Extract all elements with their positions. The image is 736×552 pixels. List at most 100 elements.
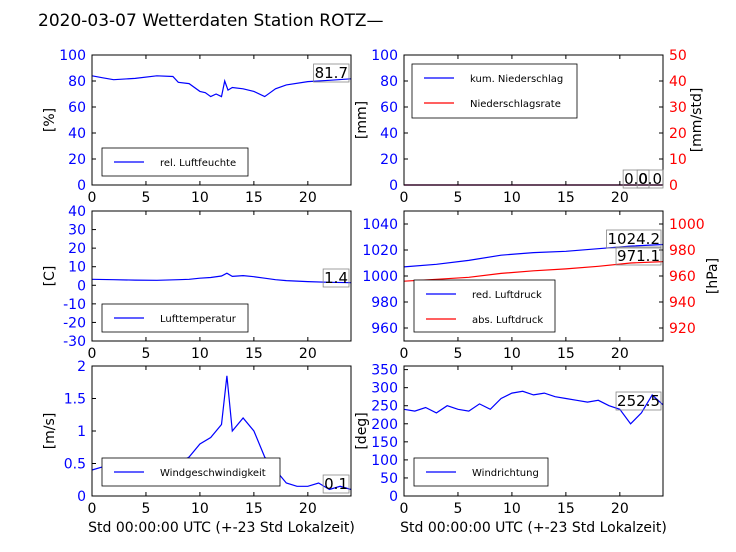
wind_direction-y-tick-label: 150 xyxy=(371,435,398,451)
page-title: 2020-03-07 Wetterdaten Station ROTZ— xyxy=(38,11,384,31)
pressure-legend-label-0: red. Luftdruck xyxy=(472,290,542,301)
wind_speed-x-axis-label: Std 00:00:00 UTC (+-23 Std Lokalzeit) xyxy=(88,520,355,536)
pressure-y2-tick-label: 980 xyxy=(669,243,696,259)
humidity-y-tick-label: 60 xyxy=(68,100,86,116)
precipitation-current-value-box-1 xyxy=(636,169,664,189)
pressure-x-tick-label: 15 xyxy=(557,346,575,362)
wind_speed-x-tick-label: 10 xyxy=(191,501,209,517)
temperature-x-tick-label: 15 xyxy=(245,346,263,362)
precipitation-current-value-0: 0.0 xyxy=(624,170,648,188)
wind_speed-y-tick-label: 0.5 xyxy=(64,457,86,473)
humidity-x-tick-label: 5 xyxy=(141,190,150,206)
humidity-x-tick-label: 15 xyxy=(245,190,263,206)
humidity-y-tick-label: 100 xyxy=(59,48,86,64)
humidity-x-tick-label: 0 xyxy=(88,190,97,206)
temperature-current-value-box-0 xyxy=(322,268,350,288)
wind_speed-current-value-0: 0.1 xyxy=(324,475,348,493)
humidity-y-tick-label: 20 xyxy=(68,152,86,168)
precipitation-y-tick-label: 20 xyxy=(380,152,398,168)
precipitation-current-value-1: 0.0 xyxy=(638,170,662,188)
pressure-series-line-1 xyxy=(403,261,664,282)
humidity-y-tick-label: 40 xyxy=(68,126,86,142)
temperature-x-tick-label: 20 xyxy=(299,346,317,362)
pressure-x-tick-label: 0 xyxy=(400,346,409,362)
wind_speed-x-tick-label: 5 xyxy=(141,501,150,517)
humidity-x-tick-label: 10 xyxy=(191,190,209,206)
wind_direction-x-tick-label: 15 xyxy=(557,501,575,517)
temperature-x-tick-label: 10 xyxy=(191,346,209,362)
pressure-y2-tick-label: 920 xyxy=(669,321,696,337)
wind_speed-current-value-box-0 xyxy=(322,474,350,494)
humidity-x-tick-label: 20 xyxy=(299,190,317,206)
pressure-legend-box xyxy=(413,279,556,333)
humidity-y-tick-label: 0 xyxy=(77,178,86,194)
temperature-series-line-0 xyxy=(91,272,352,284)
temperature-x-tick-label: 0 xyxy=(88,346,97,362)
precipitation-legend-label-0: kum. Niederschlag xyxy=(470,74,563,85)
pressure-x-tick-label: 10 xyxy=(503,346,521,362)
humidity-series-line-0 xyxy=(91,75,352,98)
pressure-y2-tick-label: 940 xyxy=(669,295,696,311)
wind_speed-y-axis-label: [m/s] xyxy=(42,413,58,450)
temperature-y-tick-label: -10 xyxy=(63,297,86,313)
temperature-y-tick-label: 10 xyxy=(68,260,86,276)
humidity-legend-label-0: rel. Luftfeuchte xyxy=(160,158,236,169)
pressure-y-tick-label: 1000 xyxy=(362,269,398,285)
pressure-y-tick-label: 1020 xyxy=(362,243,398,259)
precipitation-y-tick-label: 80 xyxy=(380,74,398,90)
temperature-y-tick-label: -30 xyxy=(63,334,86,350)
humidity-current-value-0: 81.7 xyxy=(315,64,348,82)
wind_direction-y-tick-label: 200 xyxy=(371,417,398,433)
wind_direction-x-tick-label: 20 xyxy=(611,501,629,517)
wind_direction-x-tick-label: 10 xyxy=(503,501,521,517)
wind_direction-legend-label-0: Windrichtung xyxy=(472,468,539,479)
wind_direction-x-axis-label: Std 00:00:00 UTC (+-23 Std Lokalzeit) xyxy=(400,520,667,536)
temperature-y-tick-label: -20 xyxy=(63,315,86,331)
pressure-y-tick-label: 960 xyxy=(371,321,398,337)
temperature-y-axis-label: [C] xyxy=(42,266,58,287)
precipitation-y2-tick-label: 30 xyxy=(669,100,687,116)
wind_direction-current-value-box-0 xyxy=(615,391,662,411)
wind_speed-y-tick-label: 1.5 xyxy=(64,392,86,408)
humidity-current-value-box-0 xyxy=(313,63,350,83)
pressure-y-tick-label: 1040 xyxy=(362,217,398,233)
temperature-current-value-0: 1.4 xyxy=(324,269,348,287)
pressure-current-value-box-1 xyxy=(615,246,662,266)
temperature-legend-label-0: Lufttemperatur xyxy=(160,314,237,325)
humidity-y-tick-label: 80 xyxy=(68,74,86,90)
precipitation-y2-tick-label: 0 xyxy=(669,178,678,194)
precipitation-y-tick-label: 40 xyxy=(380,126,398,142)
pressure-current-value-1: 971.1 xyxy=(617,247,660,265)
pressure-current-value-box-0 xyxy=(606,229,662,249)
precipitation-y2-tick-label: 10 xyxy=(669,152,687,168)
pressure-y2-tick-label: 1000 xyxy=(669,217,705,233)
wind_direction-y-tick-label: 50 xyxy=(380,471,398,487)
pressure-legend-label-1: abs. Luftdruck xyxy=(472,315,543,326)
precipitation-x-tick-label: 10 xyxy=(503,190,521,206)
pressure-x-tick-label: 20 xyxy=(611,346,629,362)
wind_speed-y-tick-label: 2 xyxy=(77,359,86,375)
precipitation-y-tick-label: 100 xyxy=(371,48,398,64)
precipitation-y2-tick-label: 20 xyxy=(669,126,687,142)
temperature-y-tick-label: 30 xyxy=(68,223,86,239)
wind_direction-y-axis-label: [deg] xyxy=(354,412,370,449)
pressure-y2-tick-label: 960 xyxy=(669,269,696,285)
precipitation-plot-frame xyxy=(403,54,664,186)
wind_direction-current-value-0: 252.5 xyxy=(617,392,660,410)
wind_direction-y-tick-label: 0 xyxy=(389,489,398,505)
wind_direction-y-tick-label: 100 xyxy=(371,453,398,469)
wind_speed-x-tick-label: 0 xyxy=(88,501,97,517)
wind_speed-x-tick-label: 15 xyxy=(245,501,263,517)
pressure-current-value-0: 1024.2 xyxy=(608,230,661,248)
precipitation-legend-box xyxy=(411,63,578,119)
precipitation-y2-tick-label: 50 xyxy=(669,48,687,64)
precipitation-y2-axis-label: [mm/std] xyxy=(689,88,705,153)
precipitation-x-tick-label: 0 xyxy=(400,190,409,206)
wind_direction-series-line-0 xyxy=(403,390,664,425)
humidity-plot-frame xyxy=(91,54,352,186)
wind_direction-x-tick-label: 0 xyxy=(400,501,409,517)
precipitation-y-tick-label: 60 xyxy=(380,100,398,116)
pressure-y-tick-label: 980 xyxy=(371,295,398,311)
temperature-y-tick-label: 20 xyxy=(68,241,86,257)
